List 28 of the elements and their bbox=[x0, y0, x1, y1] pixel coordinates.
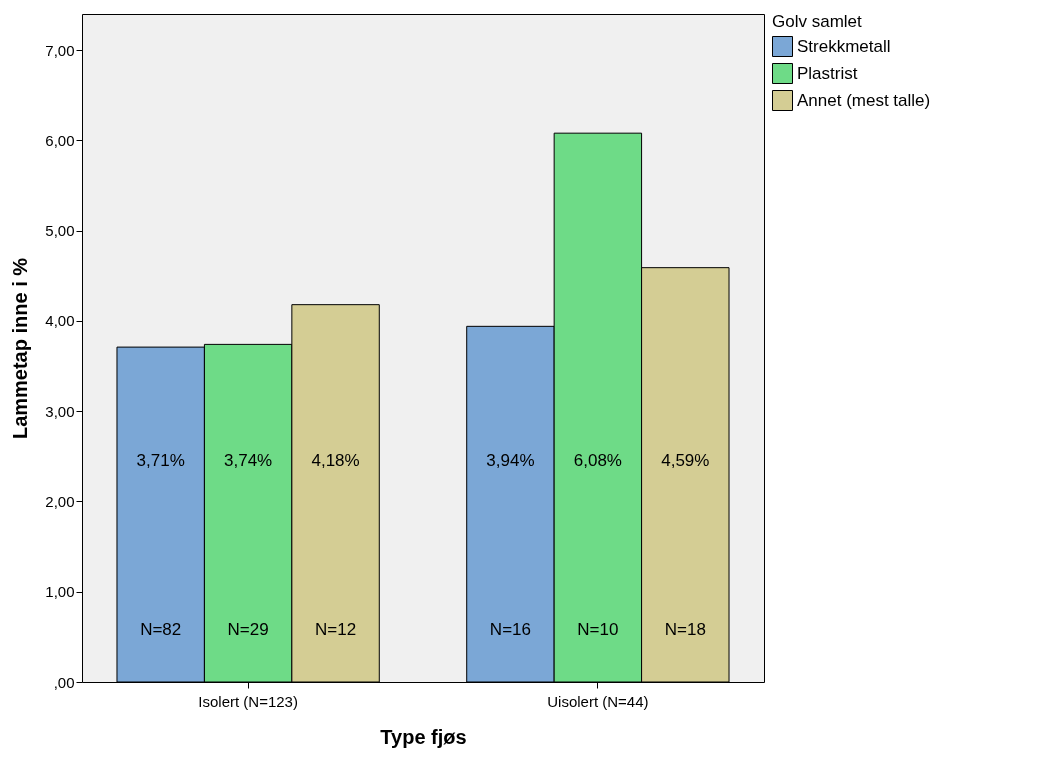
y-tick-label: 2,00 bbox=[45, 492, 75, 510]
data-label: 3,94% bbox=[486, 451, 535, 470]
data-label: 3,71% bbox=[136, 451, 185, 470]
annotation: N=12 bbox=[315, 620, 357, 639]
annotation: N=29 bbox=[227, 620, 269, 639]
annotation: N=18 bbox=[664, 620, 706, 639]
y-axis-title: Lammetap inne i % bbox=[9, 257, 32, 440]
x-tick-label: Isolert (N=123) bbox=[198, 692, 298, 710]
legend-label: Strekkmetall bbox=[797, 36, 891, 56]
y-tick-label: 6,00 bbox=[45, 131, 75, 149]
annotation: N=10 bbox=[577, 620, 619, 639]
y-tick-label: 1,00 bbox=[45, 583, 75, 601]
data-label: 6,08% bbox=[573, 451, 622, 470]
data-label: 3,74% bbox=[224, 451, 273, 470]
legend-title: Golv samlet bbox=[772, 12, 863, 31]
y-tick-label: ,00 bbox=[53, 673, 75, 691]
annotation: N=82 bbox=[140, 620, 182, 639]
y-tick-label: 5,00 bbox=[45, 222, 75, 240]
annotation: N=16 bbox=[489, 620, 531, 639]
data-label: 4,18% bbox=[311, 451, 360, 470]
data-label: 4,59% bbox=[661, 451, 710, 470]
legend-label: Plastrist bbox=[797, 63, 858, 83]
y-tick-label: 3,00 bbox=[45, 402, 75, 420]
x-axis-title: Type fjøs bbox=[380, 725, 467, 748]
x-tick-label: Uisolert (N=44) bbox=[547, 692, 649, 710]
y-tick-label: 4,00 bbox=[45, 312, 75, 330]
legend-label: Annet (mest talle) bbox=[797, 90, 931, 110]
y-tick-label: 7,00 bbox=[45, 41, 75, 59]
